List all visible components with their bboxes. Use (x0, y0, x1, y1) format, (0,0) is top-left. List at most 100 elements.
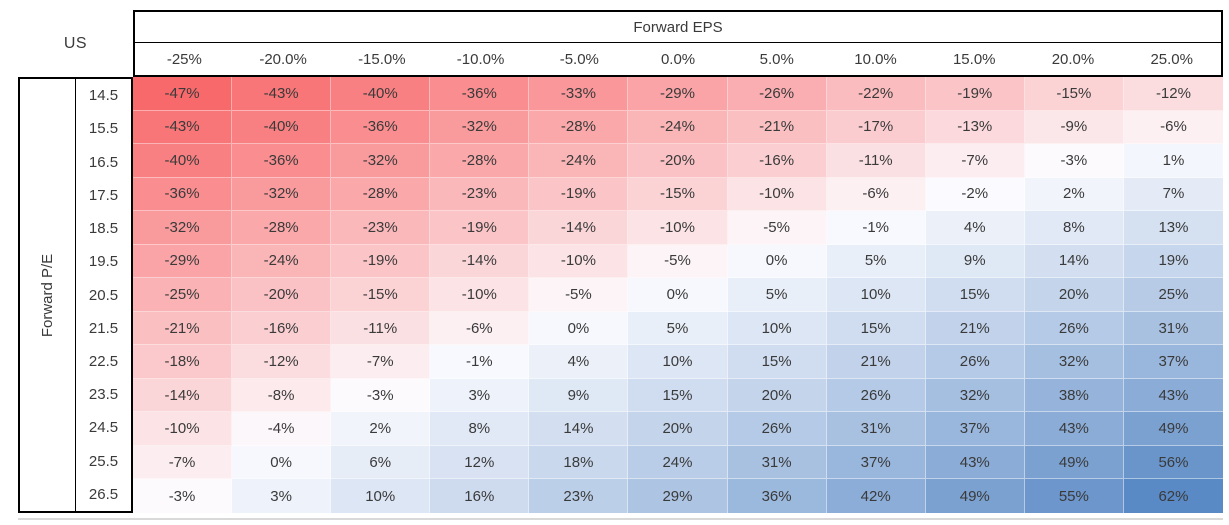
heatmap-cell: -1% (430, 345, 530, 379)
heatmap-cell: -7% (133, 445, 233, 480)
heatmap-cell: -21% (727, 110, 827, 145)
heatmap-cell: 43% (1024, 412, 1124, 446)
heatmap-cell: -23% (331, 211, 431, 245)
heatmap-cell: -5% (727, 211, 827, 245)
heatmap-cell: 9% (529, 378, 629, 413)
heatmap-cell: 13% (1123, 211, 1223, 245)
heatmap-cell: -10% (727, 177, 827, 212)
heatmap-cell: 49% (925, 479, 1025, 513)
heatmap-cell: 12% (430, 445, 530, 480)
heatmap-cell: 10% (826, 278, 926, 312)
row-header: 17.5 (88, 186, 119, 204)
heatmap-cell: -47% (133, 77, 233, 111)
heatmap-cell: -28% (331, 177, 431, 212)
heatmap-cell: -16% (727, 144, 827, 178)
heatmap-cell: 42% (826, 479, 926, 513)
heatmap-cell: -10% (628, 211, 728, 245)
heatmap-cell: -29% (133, 244, 233, 279)
heatmap-cell: 2% (1024, 177, 1124, 212)
heatmap-cell: 0% (529, 311, 629, 346)
col-header: 10.0% (854, 50, 897, 68)
col-header: -20.0% (259, 50, 307, 68)
heatmap-cell: -5% (628, 244, 728, 279)
heatmap-cell: -11% (826, 144, 926, 178)
heatmap-cell: 19% (1123, 244, 1223, 279)
heatmap-cell: -4% (232, 412, 332, 446)
heatmap-cell: -16% (232, 311, 332, 346)
heatmap-cell: -29% (628, 77, 728, 111)
col-header: 5.0% (759, 50, 794, 68)
heatmap-cell: 23% (529, 479, 629, 513)
heatmap-cell: 2% (331, 412, 431, 446)
heatmap-cell: -19% (430, 211, 530, 245)
heatmap-cell: 14% (529, 412, 629, 446)
heatmap-cell: -20% (232, 278, 332, 312)
row-header: 23.5 (88, 386, 119, 404)
heatmap-cell: 31% (826, 412, 926, 446)
heatmap-cell: 15% (628, 378, 728, 413)
heatmap-cell: 5% (826, 244, 926, 279)
col-header: -15.0% (358, 50, 406, 68)
heatmap-cell: 37% (1123, 345, 1223, 379)
col-header: -10.0% (456, 50, 505, 68)
heatmap-cell: -2% (925, 177, 1025, 212)
heatmap-cell: -6% (826, 177, 926, 212)
heatmap-cell: 8% (430, 412, 530, 446)
heatmap-cell: 16% (430, 479, 530, 513)
heatmap-cell: 38% (1024, 378, 1124, 413)
heatmap-cell: -10% (430, 278, 530, 312)
heatmap-cell: 3% (430, 378, 530, 413)
heatmap-cell: 31% (727, 445, 827, 480)
heatmap-cell: -21% (133, 311, 233, 346)
heatmap-cell: 20% (727, 378, 827, 413)
heatmap-cell: 36% (727, 479, 827, 513)
heatmap-cell: -12% (1123, 77, 1223, 111)
heatmap-cell: -43% (232, 77, 332, 111)
col-header: 15.0% (952, 50, 996, 68)
heatmap-cell: -26% (727, 77, 827, 111)
heatmap-cell: 9% (925, 244, 1025, 279)
heatmap-cell: 62% (1123, 479, 1223, 513)
row-header: 26.5 (88, 485, 119, 503)
heatmap-cell: -15% (1024, 77, 1124, 111)
heatmap-cell: -3% (1024, 144, 1124, 178)
heatmap-cell: -40% (133, 144, 233, 178)
row-header: 25.5 (88, 452, 119, 470)
heatmap-cell: -3% (133, 479, 233, 513)
heatmap-cell: -15% (331, 278, 431, 312)
heatmap-cell: 0% (727, 244, 827, 279)
heatmap-cell: 26% (925, 345, 1025, 379)
col-axis-title: Forward EPS (135, 12, 1221, 43)
heatmap-cell: 24% (628, 445, 728, 480)
heatmap-cell: 49% (1123, 412, 1223, 446)
row-axis-title-column: Forward P/E (20, 79, 76, 511)
row-header: 14.5 (88, 87, 119, 105)
heatmap-cell: -11% (331, 311, 431, 346)
heatmap-cell: 14% (1024, 244, 1124, 279)
heatmap-cell: -23% (430, 177, 530, 212)
heatmap-cell: -24% (529, 144, 629, 178)
heatmap-cell: 15% (826, 311, 926, 346)
heatmap-cell: -5% (529, 278, 629, 312)
heatmap-cell: -18% (133, 345, 233, 379)
heatmap-cell: 5% (628, 311, 728, 346)
row-header: 20.5 (88, 286, 119, 304)
row-header-column: 14.5 15.5 16.5 17.5 18.5 19.5 20.5 21.5 22.5 23.5… (76, 79, 131, 511)
heatmap-cell: 20% (628, 412, 728, 446)
heatmap-cell: 55% (1024, 479, 1124, 513)
heatmap-cell: 10% (727, 311, 827, 346)
heatmap-cell: 0% (232, 445, 332, 480)
row-header: 22.5 (88, 352, 119, 370)
heatmap-cell: 3% (232, 479, 332, 513)
heatmap-cell: 21% (925, 311, 1025, 346)
heatmap-cell: -20% (628, 144, 728, 178)
row-header: 16.5 (88, 153, 119, 171)
heatmap-cell: 4% (925, 211, 1025, 245)
heatmap-cell: -43% (133, 110, 233, 145)
heatmap-cell: -14% (529, 211, 629, 245)
heatmap-cell: -10% (133, 412, 233, 446)
heatmap-cell: -25% (133, 278, 233, 312)
heatmap-cell: -28% (232, 211, 332, 245)
heatmap-cell: 6% (331, 445, 431, 480)
